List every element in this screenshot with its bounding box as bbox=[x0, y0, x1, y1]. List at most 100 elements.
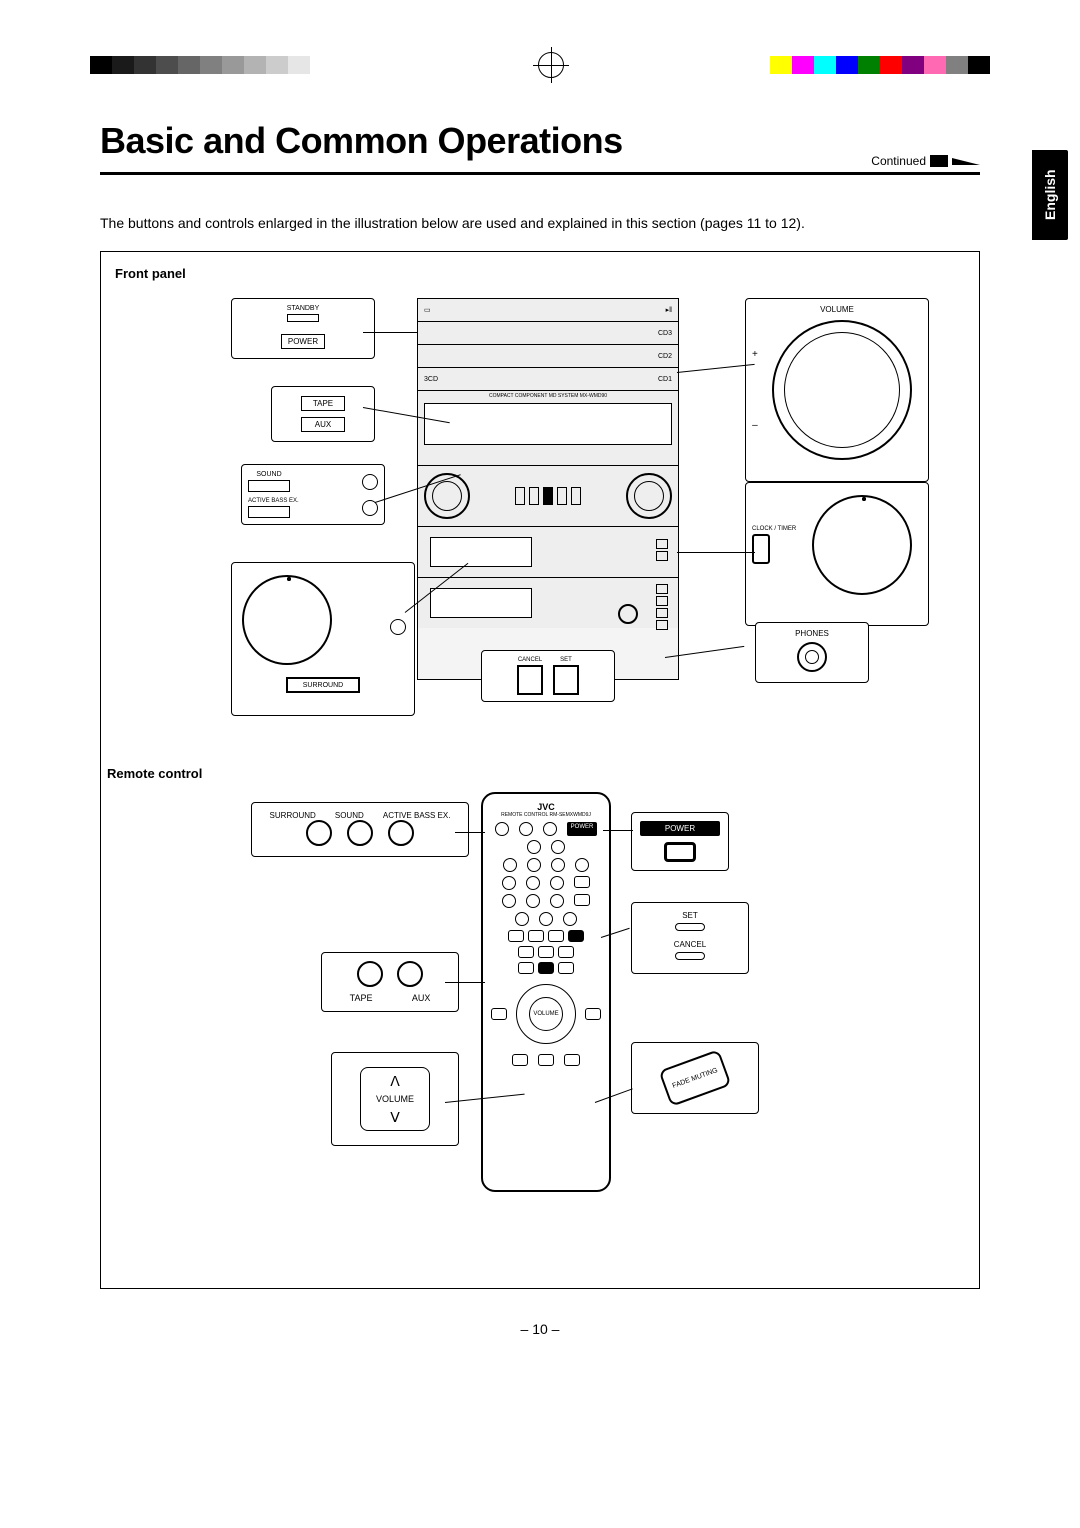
rc-surround-icon[interactable] bbox=[306, 820, 332, 846]
surround-knob[interactable] bbox=[242, 575, 332, 665]
volume-knob-callout: VOLUME + – bbox=[745, 298, 929, 482]
rc-tape-aux-callout: TAPE AUX bbox=[321, 952, 459, 1012]
illustration-panel: Front panel ▭▸‖ CD3 CD2 3CDCD1 COMPACT C… bbox=[100, 251, 980, 1289]
gray-swatch bbox=[178, 56, 200, 74]
gray-swatch bbox=[112, 56, 134, 74]
rc-surround-sound-bass-callout: SURROUND SOUND ACTIVE BASS EX. bbox=[251, 802, 469, 857]
gray-swatch bbox=[90, 56, 112, 74]
color-swatch bbox=[880, 56, 902, 74]
volume-knob[interactable] bbox=[772, 320, 912, 460]
page-content: Basic and Common Operations Continued Th… bbox=[100, 120, 980, 1289]
power-button[interactable]: POWER bbox=[281, 334, 325, 349]
sound-bass-callout: SOUND ACTIVE BASS EX. bbox=[241, 464, 385, 525]
color-swatch bbox=[946, 56, 968, 74]
gray-swatch bbox=[244, 56, 266, 74]
color-swatch bbox=[968, 56, 990, 74]
rc-set-button[interactable] bbox=[675, 923, 705, 931]
leader-line bbox=[677, 552, 755, 553]
standby-label: STANDBY bbox=[238, 305, 368, 312]
color-swatch bbox=[836, 56, 858, 74]
leader-line bbox=[677, 364, 755, 373]
color-swatch bbox=[924, 56, 946, 74]
rc-tape-btn[interactable] bbox=[357, 961, 383, 987]
phones-callout: PHONES bbox=[755, 622, 869, 683]
tape-deck bbox=[430, 588, 532, 618]
cancel-set-callout: CANCEL SET bbox=[481, 650, 615, 702]
sound-button[interactable] bbox=[248, 480, 290, 492]
standby-power-callout: STANDBY POWER bbox=[231, 298, 375, 359]
rc-fade-muting-button[interactable]: FADE MUTING bbox=[658, 1049, 731, 1107]
cancel-button[interactable] bbox=[517, 665, 543, 695]
chevron-up-icon: ᐱ bbox=[390, 1074, 400, 1088]
printer-registration-marks bbox=[0, 50, 1080, 80]
rc-bass-icon[interactable] bbox=[388, 820, 414, 846]
left-knob-icon bbox=[424, 473, 470, 519]
color-bar bbox=[770, 56, 990, 74]
bass-button[interactable] bbox=[248, 506, 290, 518]
chevron-down-icon: ᐯ bbox=[390, 1110, 400, 1124]
gray-swatch bbox=[134, 56, 156, 74]
title-divider bbox=[100, 172, 980, 175]
continued-bar-icon bbox=[930, 155, 948, 167]
rc-power-btn[interactable]: POWER bbox=[567, 822, 598, 836]
rc-power-callout: POWER bbox=[631, 812, 729, 871]
rc-volume-callout: ᐱ VOLUME ᐯ bbox=[331, 1052, 459, 1146]
tape-aux-callout: TAPE AUX bbox=[271, 386, 375, 442]
tape-button[interactable]: TAPE bbox=[301, 396, 345, 411]
rc-surround-btn[interactable] bbox=[495, 822, 509, 836]
continued-label: Continued bbox=[871, 154, 926, 168]
surround-knob-callout: SURROUND bbox=[231, 562, 415, 716]
color-swatch bbox=[902, 56, 924, 74]
rc-power-button[interactable] bbox=[664, 842, 696, 862]
rc-fade-muting-callout: FADE MUTING bbox=[631, 1042, 759, 1114]
clock-timer-button[interactable] bbox=[752, 534, 770, 564]
rc-sound-icon[interactable] bbox=[347, 820, 373, 846]
aux-button[interactable]: AUX bbox=[301, 417, 345, 432]
registration-mark-icon bbox=[538, 52, 564, 78]
leader-line bbox=[455, 832, 485, 833]
language-tab: English bbox=[1032, 150, 1068, 240]
set-button[interactable] bbox=[553, 665, 579, 695]
continued-arrow-icon bbox=[952, 158, 980, 165]
gray-swatch bbox=[222, 56, 244, 74]
sound-indicator-icon bbox=[362, 474, 378, 490]
phones-jack-on-unit bbox=[618, 604, 638, 624]
grayscale-bar bbox=[90, 56, 332, 74]
right-knob-icon bbox=[626, 473, 672, 519]
page-number: – 10 – bbox=[100, 1321, 980, 1337]
page-title: Basic and Common Operations bbox=[100, 120, 623, 162]
intro-text: The buttons and controls enlarged in the… bbox=[100, 215, 980, 231]
leader-line bbox=[363, 332, 417, 333]
stereo-unit-illustration: ▭▸‖ CD3 CD2 3CDCD1 COMPACT COMPONENT MD … bbox=[417, 298, 679, 680]
color-swatch bbox=[792, 56, 814, 74]
gray-swatch bbox=[266, 56, 288, 74]
color-swatch bbox=[814, 56, 836, 74]
surround-indicator-icon bbox=[390, 619, 406, 635]
remote-control-label: Remote control bbox=[107, 766, 979, 781]
rc-volume-button[interactable]: ᐱ VOLUME ᐯ bbox=[360, 1067, 430, 1131]
gray-swatch bbox=[288, 56, 310, 74]
rc-bass-btn[interactable] bbox=[543, 822, 557, 836]
phones-jack[interactable] bbox=[797, 642, 827, 672]
front-panel-label: Front panel bbox=[115, 266, 965, 281]
surround-button[interactable]: SURROUND bbox=[286, 677, 360, 693]
gray-swatch bbox=[310, 56, 332, 74]
leader-line bbox=[603, 830, 633, 831]
timer-dial[interactable] bbox=[812, 495, 912, 595]
rc-aux-btn[interactable] bbox=[397, 961, 423, 987]
brand-plate: ▭ bbox=[424, 306, 431, 314]
display-screen bbox=[424, 403, 672, 445]
continued-indicator: Continued bbox=[871, 154, 980, 168]
leader-line bbox=[445, 982, 485, 983]
remote-control-illustration: JVC REMOTE CONTROL RM-SEMXWMD9J POWER bbox=[481, 792, 611, 1192]
rc-cancel-button[interactable] bbox=[675, 952, 705, 960]
color-swatch bbox=[770, 56, 792, 74]
clock-timer-callout: CLOCK / TIMER bbox=[745, 482, 929, 626]
gray-swatch bbox=[156, 56, 178, 74]
rc-nav-ring[interactable]: VOLUME bbox=[516, 984, 576, 1044]
md-slot bbox=[430, 537, 532, 567]
rc-set-cancel-callout: SET CANCEL bbox=[631, 902, 749, 974]
rc-sound-btn[interactable] bbox=[519, 822, 533, 836]
gray-swatch bbox=[200, 56, 222, 74]
color-swatch bbox=[858, 56, 880, 74]
